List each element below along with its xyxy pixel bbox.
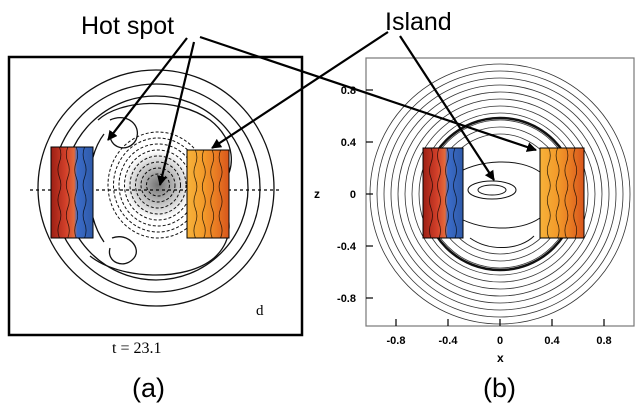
field-ring: [383, 77, 617, 311]
x-tick-label: -0.8: [387, 335, 406, 347]
island-callout: Island: [385, 8, 452, 36]
panel-b-right-colormap: [539, 147, 585, 239]
hot-spot-arrow-center: [157, 41, 196, 186]
colormap-contour: [74, 146, 79, 239]
panel-a-left-colormap: [50, 146, 94, 239]
panel-b-label: (b): [483, 373, 516, 403]
z-tick-label: -0.8: [337, 293, 356, 305]
panel-b-frame: [365, 57, 635, 327]
panel-b-ylabel: z: [314, 187, 320, 201]
colormap-contour: [546, 147, 551, 239]
x-tick-label: 0: [497, 335, 503, 347]
field-ring: [404, 98, 596, 290]
field-ring: [376, 70, 624, 318]
panel-a: d t = 23.1 (a): [7, 55, 304, 403]
panel-b-xlabel: x: [497, 351, 504, 365]
colormap-contour: [573, 147, 578, 239]
field-ring: [390, 84, 610, 304]
z-tick-label: -0.4: [337, 241, 357, 253]
colormap-contour: [429, 147, 433, 239]
hot-spot-callout: Hot spot: [81, 12, 174, 40]
z-tick-label: 0.4: [341, 137, 357, 149]
colormap-contour: [437, 147, 441, 239]
colormap-contour: [57, 146, 62, 239]
field-ring: [411, 105, 589, 283]
x-tick-label: 0.8: [596, 335, 611, 347]
colormap-contour: [445, 147, 449, 239]
z-tick-label: 0: [350, 189, 356, 201]
panel-b-axes: -0.8 -0.4 0 0.4 0.80.80.40-0.4-0.8: [337, 85, 612, 347]
colormap-contour: [453, 147, 457, 239]
island-arrow-left: [211, 31, 389, 149]
colormap-contour: [201, 149, 206, 239]
callout-arrows: [107, 31, 537, 186]
panel-b: -0.8 -0.4 0 0.4 0.80.80.40-0.4-0.8 x z (b): [314, 57, 635, 403]
panel-a-corner-letter: d: [256, 303, 264, 319]
panel-a-time-label: t = 23.1: [112, 340, 161, 357]
hot-spot-arrow-left: [107, 37, 188, 141]
panel-a-label: (a): [132, 373, 165, 403]
hot-spot-arrow-right: [199, 35, 537, 152]
colormap-contour: [65, 146, 70, 239]
x-tick-label: 0.4: [544, 335, 560, 347]
colormap-contour: [218, 149, 223, 239]
x-tick-label: -0.4: [439, 335, 459, 347]
hot-spot-shading: [124, 151, 192, 219]
panel-a-right-colormap: [186, 149, 230, 239]
colormap-contour: [210, 149, 215, 239]
colormap-contour: [564, 147, 569, 239]
island-arrow-right: [399, 35, 495, 181]
colormap-contour: [555, 147, 560, 239]
colormap-contour: [82, 146, 87, 239]
field-ring: [397, 91, 603, 297]
colormap-contour: [193, 149, 198, 239]
panel-b-left-colormap: [422, 147, 464, 239]
